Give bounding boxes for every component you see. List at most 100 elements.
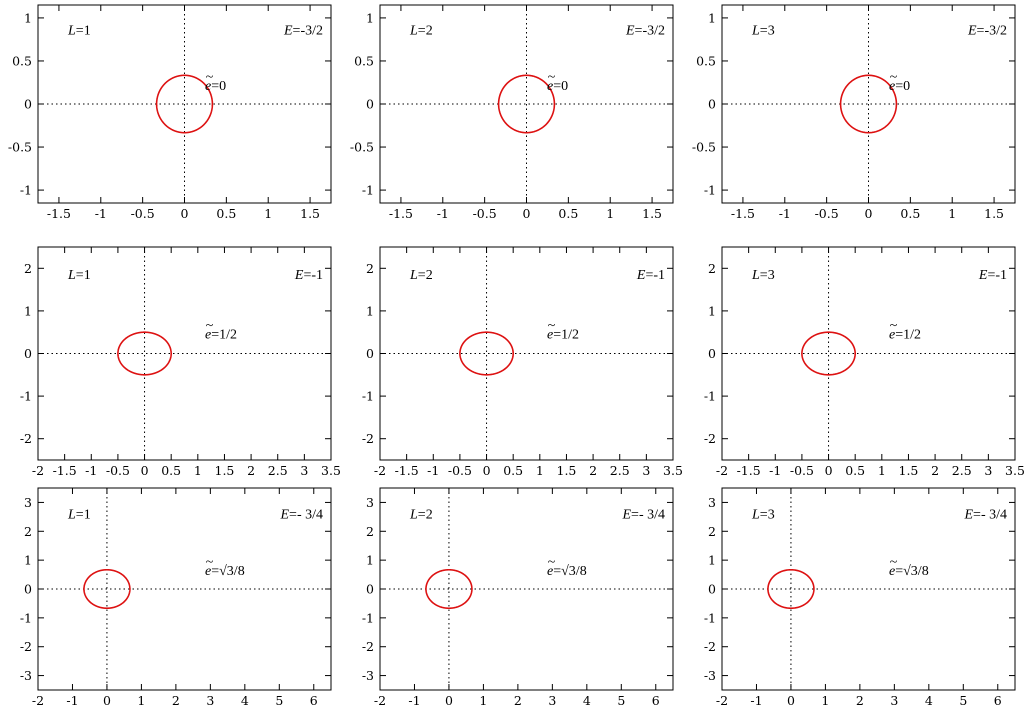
panel-label-eccentricity: e=√3/8 <box>547 564 587 579</box>
y-tick-label: 1 <box>708 553 716 568</box>
y-tick-label: -1 <box>704 610 716 625</box>
panel-label-energy: E=-3/2 <box>625 24 665 39</box>
y-tick-label: 0 <box>366 582 374 597</box>
x-tick-label: 1 <box>194 463 202 478</box>
x-tick-label: -2 <box>716 693 728 708</box>
chart-panel-4: -2 -1.5 -1 -0.5 0 0.5 1 1.5 2 2.5 3 3.5 -2 -1 0 1 2 L=1 E=… <box>20 246 341 478</box>
orbit-curve <box>155 74 214 134</box>
x-tick-label: 0.5 <box>558 206 578 221</box>
x-tick-label: 3.5 <box>663 463 683 478</box>
y-tick-label: 3 <box>366 495 374 510</box>
tilde-glyph: ~ <box>890 70 898 85</box>
x-tick-label: 3.5 <box>1005 463 1025 478</box>
x-tick-label: 4 <box>925 693 933 708</box>
x-tick-label: -1.5 <box>53 463 77 478</box>
x-tick-label: 3 <box>548 693 556 708</box>
y-tick-label: 0 <box>708 346 716 361</box>
x-tick-label: 1 <box>821 693 829 708</box>
tilde-glyph: ~ <box>548 319 556 334</box>
y-tick-label: 2 <box>24 524 32 539</box>
y-tick-label: 1 <box>366 553 374 568</box>
x-tick-label: 0 <box>181 206 189 221</box>
x-tick-label: 0.5 <box>161 463 181 478</box>
y-tick-label: 2 <box>708 261 716 276</box>
panel-label-eccentricity: e=√3/8 <box>889 564 929 579</box>
panel-label-l: L=2 <box>409 24 433 39</box>
tilde-glyph: ~ <box>206 70 214 85</box>
y-tick-label: -0.5 <box>8 140 32 155</box>
panel-label-l: L=3 <box>751 268 775 283</box>
orbit-curve <box>767 568 815 610</box>
x-tick-label: -1 <box>427 463 439 478</box>
x-tick-label: 5 <box>275 693 283 708</box>
y-tick-label: 3 <box>24 495 32 510</box>
x-tick-label: 1.5 <box>557 463 577 478</box>
x-tick-label: 0 <box>483 463 491 478</box>
y-tick-label: -1 <box>20 183 32 198</box>
y-tick-label: 1 <box>708 303 716 318</box>
y-tick-label: 1 <box>366 10 374 25</box>
x-tick-label: 1 <box>878 463 886 478</box>
y-tick-label: -1 <box>20 389 32 404</box>
x-tick-label: -0.5 <box>448 463 472 478</box>
panel-label-eccentricity: e=1/2 <box>547 328 579 343</box>
x-tick-label: -2 <box>374 693 386 708</box>
x-tick-label: 1.5 <box>642 206 662 221</box>
panel-label-energy: E=-3/2 <box>967 24 1007 39</box>
x-tick-label: 1.5 <box>899 463 919 478</box>
tilde-glyph: ~ <box>548 70 556 85</box>
x-tick-label: 1.5 <box>984 206 1004 221</box>
x-tick-label: 3.5 <box>321 463 341 478</box>
x-tick-label: 1 <box>606 206 614 221</box>
y-tick-label: -2 <box>704 431 716 446</box>
y-tick-label: -3 <box>704 668 716 683</box>
panel-label-eccentricity: e=0 <box>547 79 568 94</box>
x-tick-label: -1 <box>408 693 420 708</box>
y-tick-label: -0.5 <box>692 140 716 155</box>
tilde-glyph: ~ <box>890 555 898 570</box>
x-tick-label: 0 <box>787 693 795 708</box>
y-tick-label: -2 <box>362 639 374 654</box>
x-tick-label: 3 <box>984 463 992 478</box>
x-tick-label: 3 <box>300 463 308 478</box>
y-tick-label: -3 <box>20 668 32 683</box>
x-tick-label: 1 <box>479 693 487 708</box>
x-tick-label: 1 <box>137 693 145 708</box>
y-tick-label: 1 <box>24 303 32 318</box>
panel-label-energy: E=- 3/4 <box>963 507 1007 522</box>
x-tick-label: 3 <box>642 463 650 478</box>
x-tick-label: -1 <box>437 206 449 221</box>
orbit-curve <box>117 331 172 376</box>
panel-label-energy: E=-1 <box>636 268 665 283</box>
x-tick-label: 2 <box>247 463 255 478</box>
y-tick-label: 0 <box>24 346 32 361</box>
x-tick-label: 0 <box>141 463 149 478</box>
y-tick-label: -0.5 <box>350 140 374 155</box>
x-tick-label: -2 <box>374 463 386 478</box>
orbit-curve <box>425 568 473 610</box>
panel-label-eccentricity: e=√3/8 <box>205 564 245 579</box>
x-tick-label: 5 <box>959 693 967 708</box>
x-tick-label: 1 <box>264 206 272 221</box>
y-tick-label: 0 <box>366 346 374 361</box>
orbit-curve <box>801 331 856 376</box>
x-tick-label: -1.5 <box>47 206 71 221</box>
y-tick-label: -2 <box>20 639 32 654</box>
x-tick-label: 6 <box>310 693 318 708</box>
panel-label-l: L=3 <box>751 24 775 39</box>
x-tick-label: -2 <box>32 693 44 708</box>
x-tick-label: 2 <box>589 463 597 478</box>
panel-label-l: L=2 <box>409 268 433 283</box>
panel-label-eccentricity: e=0 <box>205 79 226 94</box>
chart-panel-5: -2 -1.5 -1 -0.5 0 0.5 1 1.5 2 2.5 3 3.5 -2 -1 0 1 2 L=2 E=… <box>362 246 683 478</box>
orbit-curve <box>839 74 898 134</box>
x-tick-label: 4 <box>583 693 591 708</box>
x-tick-label: 4 <box>241 693 249 708</box>
y-tick-label: -2 <box>704 639 716 654</box>
x-tick-label: 2 <box>172 693 180 708</box>
tilde-glyph: ~ <box>206 319 214 334</box>
y-tick-label: 2 <box>366 261 374 276</box>
panel-label-energy: E=- 3/4 <box>279 507 323 522</box>
